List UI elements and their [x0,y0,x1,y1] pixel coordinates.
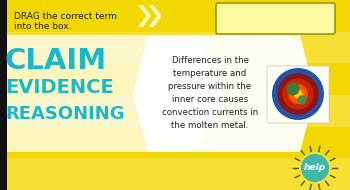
Bar [0,127,350,158]
Text: REASONING: REASONING [5,105,125,123]
Circle shape [272,68,324,120]
Bar [0,95,350,127]
Bar [0,32,350,63]
FancyBboxPatch shape [267,66,329,123]
Bar [0,0,350,32]
Circle shape [297,95,307,105]
Polygon shape [7,35,230,152]
Polygon shape [133,35,315,152]
Circle shape [282,78,314,110]
Bar [0,158,350,190]
Circle shape [288,84,308,104]
Text: EVIDENCE: EVIDENCE [5,78,114,97]
Circle shape [293,89,303,99]
Text: help: help [304,164,326,173]
Text: CLAIM: CLAIM [5,47,107,75]
Circle shape [277,73,319,115]
Bar [0,63,350,95]
Polygon shape [138,5,151,27]
FancyBboxPatch shape [216,3,335,34]
Bar [0,0,7,190]
Circle shape [287,82,300,96]
Circle shape [301,154,329,182]
Polygon shape [148,5,162,27]
Circle shape [299,152,331,184]
Text: DRAG the correct term
into the box.: DRAG the correct term into the box. [14,12,117,31]
Text: Differences in the
temperature and
pressure within the
inner core causes
convect: Differences in the temperature and press… [162,56,258,130]
